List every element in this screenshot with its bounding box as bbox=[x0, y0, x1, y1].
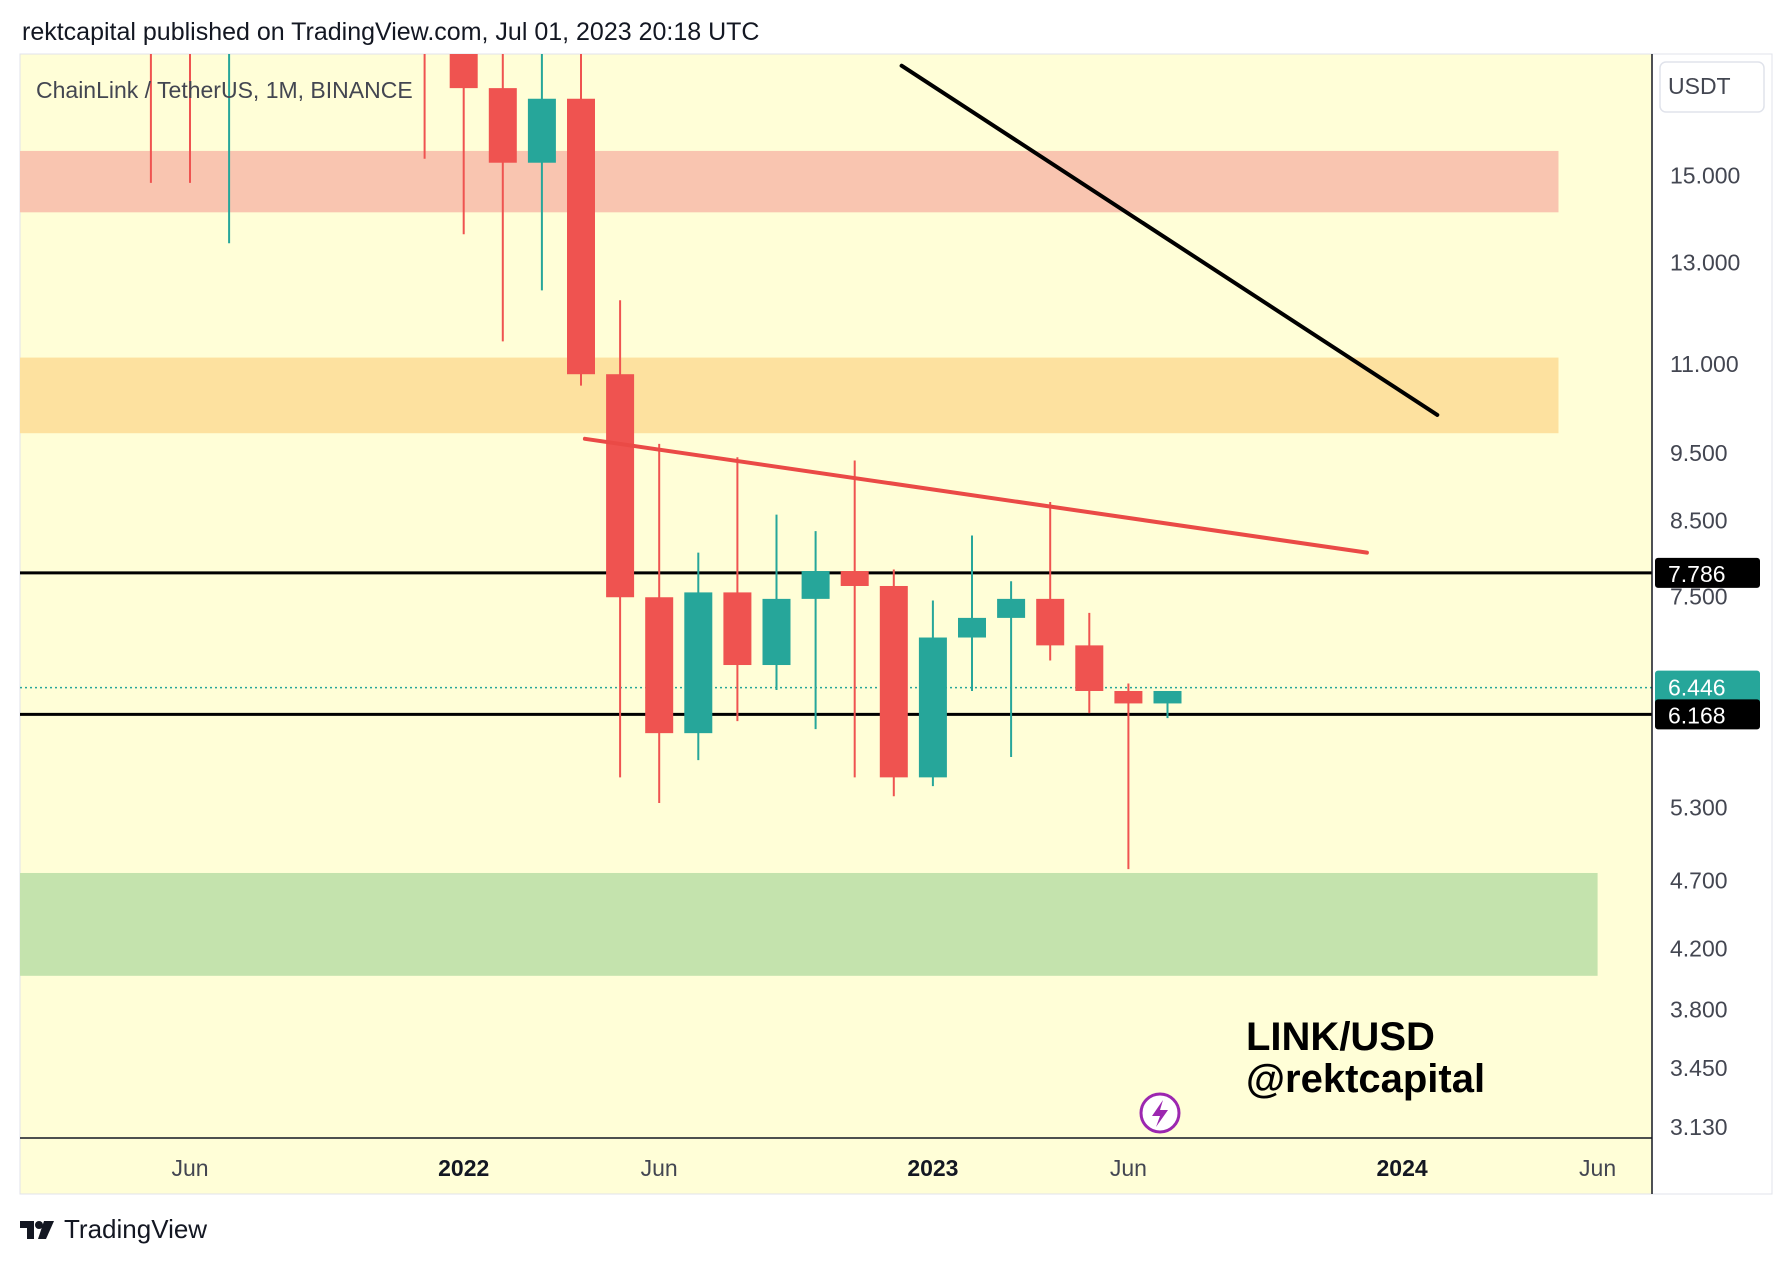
y-tick-label: 4.700 bbox=[1670, 867, 1728, 893]
tradingview-mark-icon bbox=[20, 1220, 54, 1239]
price-tag-box bbox=[1655, 557, 1760, 588]
y-tick-label: 3.130 bbox=[1670, 1114, 1728, 1140]
black-downtrend-line bbox=[899, 63, 1440, 417]
y-tick-label: 7.500 bbox=[1670, 584, 1728, 610]
candle bbox=[149, 54, 152, 183]
x-tick-label: 2022 bbox=[438, 1155, 489, 1181]
price-tag-value: 7.786 bbox=[1668, 561, 1726, 587]
red-descending-line bbox=[582, 436, 1369, 555]
candle-body bbox=[527, 98, 556, 163]
candle bbox=[189, 54, 191, 183]
candle-body bbox=[879, 585, 908, 778]
candle-body bbox=[1153, 690, 1182, 704]
green-support-zone bbox=[20, 872, 1598, 976]
trend-lines-layer bbox=[582, 63, 1440, 555]
candle bbox=[449, 54, 478, 235]
candle-body bbox=[918, 637, 947, 778]
x-tick-label: Jun bbox=[171, 1155, 208, 1181]
x-tick-label: 2024 bbox=[1377, 1155, 1428, 1181]
candle-body bbox=[684, 592, 713, 734]
candle bbox=[801, 531, 830, 730]
price-tag: 6.168 bbox=[1655, 699, 1760, 730]
candle bbox=[1036, 502, 1065, 661]
price-axis-background bbox=[1652, 54, 1772, 1194]
time-axis-background bbox=[20, 1138, 1652, 1194]
candle-body bbox=[801, 571, 830, 599]
candle bbox=[606, 300, 635, 778]
y-tick-label: 13.000 bbox=[1670, 250, 1740, 276]
currency-badge[interactable]: USDT bbox=[1659, 61, 1765, 113]
horizontal-lines-layer bbox=[20, 571, 1652, 716]
currency-label: USDT bbox=[1668, 73, 1731, 99]
candle-body bbox=[567, 98, 595, 375]
orange-resistance-zone bbox=[20, 357, 1559, 434]
candle-body bbox=[645, 597, 674, 734]
lightning-icon[interactable] bbox=[1139, 1092, 1181, 1134]
candles-layer bbox=[149, 54, 1182, 870]
price-tag-value: 6.168 bbox=[1668, 702, 1726, 728]
candle-body bbox=[606, 374, 635, 598]
candle bbox=[1153, 690, 1182, 719]
candle-body bbox=[762, 598, 791, 666]
candle-body bbox=[723, 592, 752, 666]
time-axis[interactable]: Jun 2022 Jun 2023 Jun 2024 Jun bbox=[171, 1155, 1616, 1181]
candle-body bbox=[997, 598, 1026, 618]
x-tick-label: Jun bbox=[1110, 1155, 1147, 1181]
x-tick-label: Jun bbox=[641, 1155, 678, 1181]
y-tick-label: 3.800 bbox=[1670, 996, 1728, 1022]
red-resistance-zone bbox=[20, 150, 1559, 213]
y-tick-label: 11.000 bbox=[1670, 351, 1739, 377]
candle-body bbox=[840, 571, 869, 586]
y-tick-label: 8.500 bbox=[1670, 508, 1728, 534]
candle-body bbox=[1036, 598, 1065, 646]
candle-body bbox=[449, 54, 478, 89]
candle-body bbox=[488, 88, 517, 163]
candle bbox=[762, 514, 791, 691]
zones-layer bbox=[20, 150, 1598, 976]
chart-outer-border bbox=[19, 53, 1773, 1195]
y-tick-label: 4.200 bbox=[1670, 936, 1728, 962]
price-tag-value: 6.446 bbox=[1668, 675, 1726, 701]
candle bbox=[228, 54, 231, 244]
candle bbox=[918, 600, 947, 787]
currency-badge-box bbox=[1659, 61, 1765, 113]
watermark-line-1: LINK/USD bbox=[1246, 1015, 1435, 1059]
y-tick-label: 15.000 bbox=[1670, 163, 1740, 189]
candle bbox=[723, 457, 752, 722]
price-tag: 7.786 bbox=[1655, 557, 1760, 588]
price-axis[interactable]: 15.000 13.000 11.000 9.500 8.500 7.500 5.300 4.… bbox=[1670, 163, 1740, 1141]
candle-body bbox=[958, 617, 986, 638]
y-tick-label: 5.300 bbox=[1670, 794, 1728, 820]
x-tick-label: Jun bbox=[1579, 1155, 1616, 1181]
tradingview-logo[interactable]: TradingView bbox=[20, 1214, 207, 1245]
y-tick-label: 3.450 bbox=[1670, 1055, 1728, 1081]
candle-body bbox=[1114, 690, 1143, 704]
tradingview-brand-text: TradingView bbox=[64, 1214, 208, 1244]
candle bbox=[1114, 683, 1143, 870]
symbol-legend: ChainLink / TetherUS, 1M, BINANCE bbox=[36, 77, 413, 103]
candle bbox=[527, 54, 556, 291]
candle bbox=[423, 54, 426, 159]
price-tag-box bbox=[1655, 699, 1760, 730]
watermark-line-2: @rektcapital bbox=[1246, 1057, 1485, 1101]
watermark: LINK/USD @rektcapital bbox=[1246, 1015, 1485, 1101]
candle bbox=[997, 581, 1026, 757]
candle bbox=[567, 54, 595, 386]
x-tick-label: 2023 bbox=[907, 1155, 958, 1181]
candle bbox=[958, 535, 986, 691]
candle bbox=[879, 569, 908, 797]
candle bbox=[684, 552, 713, 761]
candle-body bbox=[1075, 645, 1104, 691]
symbol-label: ChainLink / TetherUS, 1M, BINANCE bbox=[36, 77, 413, 103]
candle bbox=[840, 460, 869, 778]
candle bbox=[1075, 612, 1104, 714]
candle bbox=[488, 54, 517, 342]
y-tick-label: 9.500 bbox=[1670, 440, 1728, 466]
candle bbox=[645, 443, 674, 804]
publisher-header: rektcapital published on TradingView.com… bbox=[22, 18, 760, 46]
